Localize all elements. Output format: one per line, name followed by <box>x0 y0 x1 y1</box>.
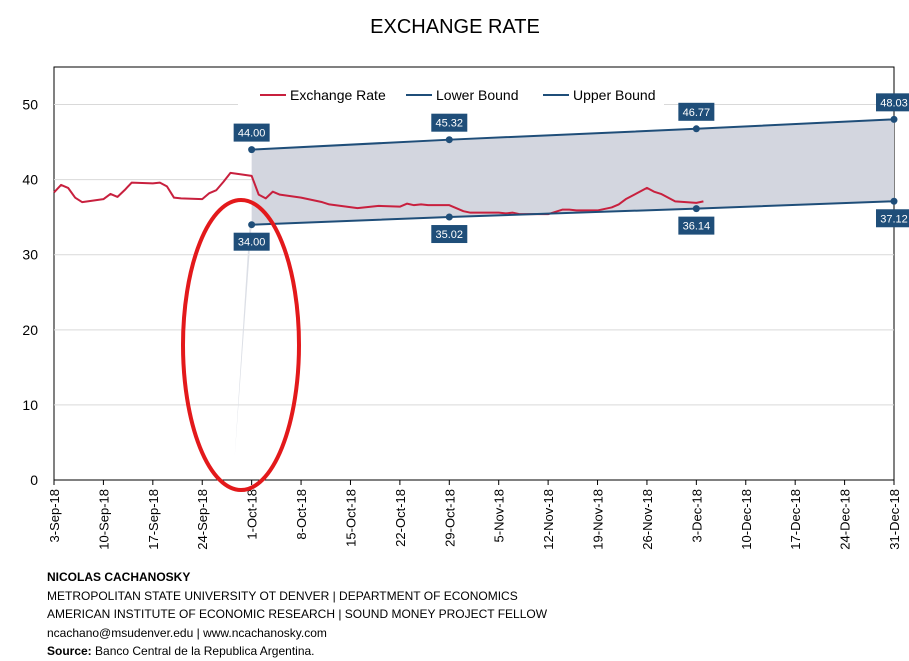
y-tick-label: 30 <box>22 247 38 263</box>
bound-band-wedge <box>234 224 252 458</box>
lower-bound-point <box>445 213 453 221</box>
lower-bound-label-box <box>876 209 909 228</box>
y-tick-label: 40 <box>22 172 38 188</box>
highlight-ellipse-annotation <box>181 198 301 492</box>
lower-bound-data-label: 37.12 <box>880 213 908 225</box>
upper-bound-point <box>445 136 453 144</box>
upper-bound-point <box>692 125 700 133</box>
lower-bound-data-label: 36.14 <box>683 221 711 233</box>
y-tick-label: 10 <box>22 397 38 413</box>
x-tick-label: 26-Nov-18 <box>640 489 655 550</box>
footer-author: NICOLAS CACHANOSKY <box>47 570 191 584</box>
upper-bound-data-label: 45.32 <box>436 118 464 130</box>
legend-label: Upper Bound <box>573 87 656 103</box>
x-tick-label: 29-Oct-18 <box>442 489 457 547</box>
footer-affiliation-2: AMERICAN INSTITUTE OF ECONOMIC RESEARCH … <box>47 607 548 621</box>
y-tick-label: 20 <box>22 322 38 338</box>
x-tick-label: 17-Dec-18 <box>788 489 803 550</box>
x-tick-label: 24-Sep-18 <box>195 489 210 550</box>
lower-bound-data-label: 34.00 <box>238 237 266 249</box>
lower-bound-point <box>890 197 898 205</box>
x-tick-label: 10-Sep-18 <box>96 489 111 550</box>
upper-bound-label-box <box>233 123 270 142</box>
footer-source: Source: Banco Central de la Republica Ar… <box>47 642 547 661</box>
x-tick-label: 31-Dec-18 <box>887 489 902 550</box>
upper-bound-label-box <box>876 93 909 112</box>
legend-label: Lower Bound <box>436 87 519 103</box>
lower-bound-line <box>251 200 895 226</box>
data-labels: 34.00 35.02 36.14 37.12 44.00 45.32 46.77 48.03 <box>233 93 909 251</box>
y-tick-label: 0 <box>30 472 38 488</box>
x-tick-label: 22-Oct-18 <box>393 489 408 547</box>
footer-source-text: Banco Central de la Republica Argentina. <box>91 644 315 658</box>
lower-bound-data-label: 35.02 <box>436 229 464 241</box>
lower-bound-label-box <box>431 225 468 244</box>
x-tick-label: 24-Dec-18 <box>838 489 853 550</box>
legend: Exchange Rate Lower Bound Upper Bound <box>238 82 664 108</box>
series-lines <box>53 115 898 229</box>
upper-bound-data-label: 48.03 <box>880 97 908 109</box>
x-tick-label: 3-Sep-18 <box>47 489 62 542</box>
x-tick-label: 12-Nov-18 <box>541 489 556 550</box>
exchange-rate-line <box>53 171 704 216</box>
x-tick-label: 10-Dec-18 <box>739 489 754 550</box>
chart-title: EXCHANGE RATE <box>370 16 540 38</box>
footer-source-label: Source: <box>47 644 92 658</box>
lower-bound-point <box>692 205 700 213</box>
bound-band <box>234 119 894 458</box>
footer-affiliation-1: METROPOLITAN STATE UNIVERSITY OT DENVER … <box>47 588 518 603</box>
upper-bound-data-label: 46.77 <box>683 107 711 119</box>
x-tick-label: 8-Oct-18 <box>294 489 309 540</box>
lower-bound-label-box <box>678 216 715 235</box>
footer: NICOLAS CACHANOSKY METROPOLITAN STATE UN… <box>47 568 547 661</box>
x-tick-label: 19-Nov-18 <box>591 489 606 550</box>
upper-bound-point <box>890 115 898 123</box>
upper-bound-line <box>251 118 895 151</box>
upper-bound-label-box <box>678 102 715 121</box>
footer-contact: ncachano@msudenver.edu | www.ncachanosky… <box>47 625 327 640</box>
x-tick-label: 1-Oct-18 <box>245 489 260 540</box>
upper-bound-label-box <box>431 113 468 132</box>
bound-band-fill <box>251 119 894 225</box>
legend-label: Exchange Rate <box>290 87 386 103</box>
lower-bound-label-box <box>233 232 270 251</box>
axes: 0 10 20 30 40 50 3-Sep-18 10-Sep-18 17-Sep-18 24-… <box>22 97 902 550</box>
y-tick-label: 50 <box>22 97 38 113</box>
x-tick-label: 5-Nov-18 <box>492 489 507 542</box>
legend-box <box>238 82 664 108</box>
upper-bound-point <box>248 146 256 154</box>
x-tick-label: 3-Dec-18 <box>689 489 704 542</box>
lower-bound-point <box>248 221 256 229</box>
upper-bound-data-label: 44.00 <box>238 128 266 140</box>
x-tick-label: 15-Oct-18 <box>343 489 358 547</box>
x-tick-label: 17-Sep-18 <box>146 489 161 550</box>
